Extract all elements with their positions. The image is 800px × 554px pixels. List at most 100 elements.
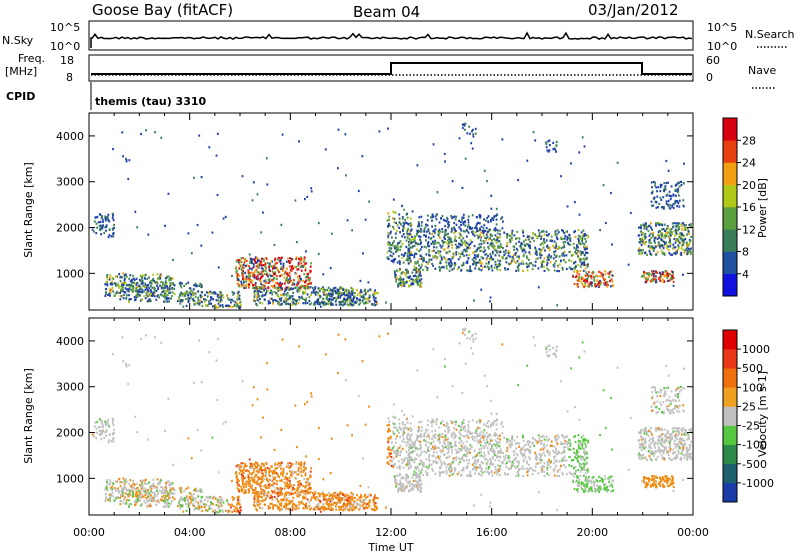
power-cell: [222, 217, 225, 220]
power-cell: [679, 236, 682, 239]
power-cell: [179, 281, 182, 284]
power-cell: [652, 279, 654, 282]
velocity-cell: [302, 495, 305, 498]
velocity-cell: [171, 492, 173, 495]
power-cell: [340, 300, 343, 303]
power-cell: [266, 273, 268, 276]
power-cell: [409, 217, 412, 220]
power-cell: [675, 249, 678, 252]
velocity-cell: [306, 507, 309, 510]
power-cell: [496, 213, 499, 216]
power-cell: [453, 252, 455, 255]
power-cell: [582, 269, 585, 272]
power-cell: [428, 258, 431, 261]
velocity-cell: [100, 421, 103, 424]
velocity-cell: [309, 486, 312, 490]
power-cell: [578, 240, 580, 243]
power-cell: [658, 223, 661, 227]
power-cell: [470, 142, 473, 145]
power-cell: [366, 290, 369, 294]
power-cell: [409, 224, 412, 228]
power-cell: [241, 264, 243, 267]
power-cell: [324, 293, 327, 296]
power-cell: [106, 274, 109, 277]
power-cell: [402, 282, 405, 285]
velocity-cell: [262, 463, 265, 466]
velocity-cell: [136, 487, 138, 490]
power-cell: [552, 264, 555, 267]
power-cell: [388, 222, 390, 225]
velocity-cell: [298, 500, 301, 504]
power-cell: [217, 302, 220, 305]
power-cell: [262, 269, 265, 272]
power-cell: [396, 261, 399, 264]
velocity-cell: [239, 510, 242, 513]
power-cell: [184, 294, 186, 298]
velocity-cell: [260, 472, 263, 475]
power-cell: [504, 252, 507, 255]
power-cell: [255, 286, 257, 289]
power-cell: [261, 272, 264, 275]
power-cell: [236, 276, 238, 279]
power-cell: [219, 296, 222, 300]
power-cell: [655, 270, 657, 273]
power-cell: [554, 232, 557, 235]
power-cell: [653, 246, 655, 250]
power-cell: [407, 257, 410, 260]
power-cell: [255, 261, 258, 264]
power-cell: [93, 220, 96, 223]
power-cell: [660, 198, 663, 202]
power-cell: [555, 236, 558, 239]
power-cell: [280, 293, 282, 296]
power-cell: [304, 291, 307, 294]
velocity-cell: [150, 487, 153, 490]
power-cell: [601, 274, 603, 277]
power-cell: [455, 215, 458, 218]
velocity-cell: [149, 504, 152, 508]
power-cell: [292, 267, 294, 270]
velocity-cell: [291, 462, 293, 466]
velocity-cell: [287, 485, 290, 488]
power-cell: [546, 259, 549, 262]
power-cell: [387, 236, 390, 239]
power-cell: [523, 253, 525, 256]
power-cell: [583, 234, 585, 237]
power-cell: [221, 304, 224, 307]
power-cell: [474, 127, 477, 130]
power-cell: [493, 266, 496, 269]
power-cell: [419, 239, 422, 243]
power-cell: [649, 279, 652, 282]
power-cell: [264, 262, 267, 265]
power-cell: [240, 257, 243, 260]
power-cell: [515, 237, 517, 240]
power-cell: [403, 272, 406, 275]
power-cell: [363, 297, 366, 300]
freq-label: Freq.: [18, 52, 45, 65]
power-cell: [231, 305, 234, 309]
power-cell: [649, 232, 652, 235]
power-cell: [248, 272, 251, 275]
velocity-cell: [269, 485, 271, 488]
power-cell: [416, 242, 419, 246]
power-cell: [428, 254, 430, 257]
power-cell: [309, 265, 312, 268]
power-cell: [256, 257, 259, 260]
velocity-cell: [205, 509, 207, 512]
velocity-cell: [158, 501, 161, 504]
power-cell: [286, 267, 288, 270]
power-cell: [511, 255, 514, 259]
power-cell: [111, 283, 113, 286]
power-cell: [120, 276, 123, 279]
power-cell: [497, 250, 500, 253]
power-cell: [671, 231, 673, 234]
power-cell: [568, 250, 571, 254]
power-cell: [418, 225, 420, 228]
power-cell: [152, 273, 155, 276]
power-cell: [302, 265, 304, 268]
power-cell: [162, 283, 164, 286]
velocity-cell: [249, 482, 251, 485]
power-cell: [579, 242, 582, 245]
power-cell: [522, 231, 525, 234]
power-cell: [269, 280, 271, 283]
power-cell: [204, 293, 206, 297]
